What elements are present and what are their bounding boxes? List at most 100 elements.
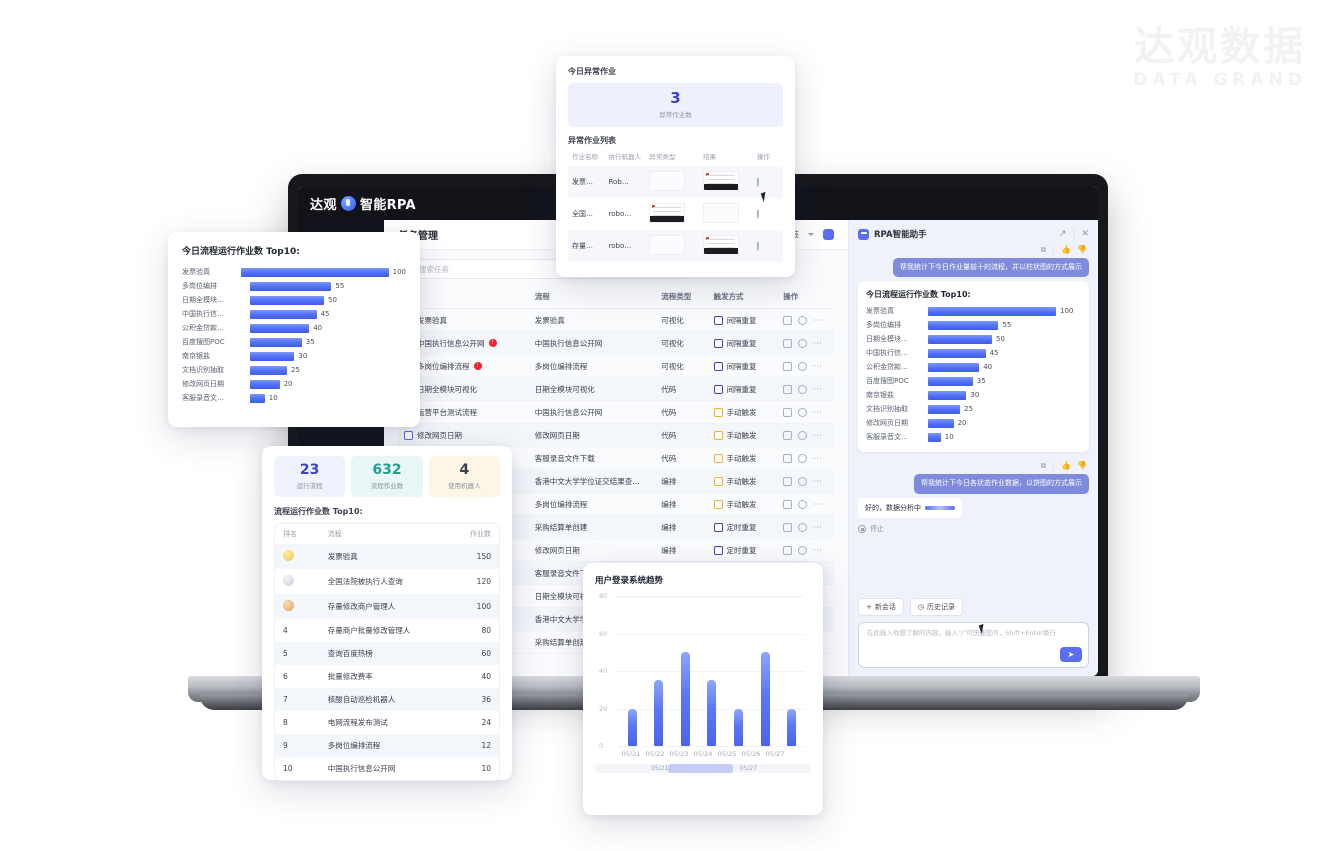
bar-row: 中国执行信… 45 (866, 348, 1081, 358)
list-item[interactable]: 5 查询百度热榜 60 (275, 641, 499, 665)
table-row[interactable]: 修改网页日期 修改网页日期 代码 手动触发 ··· (398, 423, 834, 447)
trigger-label: 手动触发 (726, 476, 757, 486)
list-item[interactable]: 发票验真 150 (275, 543, 499, 569)
info-icon[interactable] (798, 338, 808, 348)
column-bar[interactable] (627, 708, 637, 746)
more-icon[interactable]: ··· (813, 407, 823, 417)
screenshot-placeholder[interactable] (703, 203, 740, 223)
edit-icon[interactable] (783, 338, 793, 348)
table-row[interactable]: 多岗位编排流程! 多岗位编排流程 可视化 间隔重复 ··· (398, 354, 834, 378)
screenshot-thumbnail[interactable] (649, 203, 686, 223)
screenshot-placeholder[interactable] (649, 235, 686, 255)
list-item[interactable]: 8 电网流程发布测试 24 (275, 711, 499, 734)
col-ops: 操作 (777, 285, 834, 309)
info-icon[interactable] (798, 545, 808, 555)
chart-scrollbar[interactable]: 05/21 05/27 (595, 764, 811, 773)
info-icon[interactable] (798, 453, 808, 463)
bar-row: 日期全模块… 50 (866, 334, 1081, 344)
table-row[interactable]: 运营平台测试流程 中国执行信息公开网 代码 手动触发 ··· (398, 400, 834, 424)
more-icon[interactable]: ··· (813, 430, 823, 440)
info-icon[interactable] (756, 209, 759, 219)
edit-icon[interactable] (783, 453, 793, 463)
table-row[interactable]: 发票验真 发票验真 可视化 间隔重复 ··· (398, 308, 834, 332)
edit-icon[interactable] (783, 430, 793, 440)
list-item[interactable]: 4 存量商户批量修改管理人 80 (275, 619, 499, 642)
cell-flow: 中国执行信息公开网 (528, 331, 656, 355)
list-item[interactable]: 存量修改商户管理人 100 (275, 593, 499, 619)
new-chat-button[interactable]: + 新会话 (858, 598, 904, 616)
list-item[interactable]: 全国法院被执行人查询 120 (275, 569, 499, 594)
screenshot-placeholder[interactable] (649, 171, 686, 191)
info-icon[interactable] (798, 384, 808, 394)
stop-generation-button[interactable]: 停止 (858, 524, 1089, 534)
edit-icon[interactable] (783, 545, 793, 555)
edit-icon[interactable] (783, 407, 793, 417)
table-row[interactable]: 中国执行信息公开网! 中国执行信息公开网 可视化 间隔重复 ··· (398, 331, 834, 355)
bar-value: 20 (283, 380, 293, 388)
edit-icon[interactable] (783, 522, 793, 532)
column-bar[interactable] (680, 652, 690, 746)
info-icon[interactable] (798, 476, 808, 486)
bar-value: 55 (1002, 321, 1012, 330)
more-icon[interactable]: ··· (813, 384, 823, 394)
copy-icon[interactable]: ⧉ (1040, 461, 1047, 471)
history-button[interactable]: ◷ 历史记录 (909, 598, 963, 616)
column-bar[interactable] (654, 680, 664, 746)
list-item[interactable]: 10 中国执行信息公开网 10 (275, 757, 499, 780)
thumb-caption-bar (650, 216, 685, 222)
chat-header-actions: ↗ | ✕ (1058, 229, 1089, 239)
bar-track: 20 (250, 379, 406, 389)
table-row[interactable]: 发票… Rob… (568, 166, 783, 198)
close-icon[interactable]: ✕ (1081, 229, 1089, 239)
stat-number: 23 (299, 462, 320, 478)
list-item[interactable]: 9 多岗位编排流程 12 (275, 733, 499, 757)
info-icon[interactable] (798, 430, 808, 440)
more-icon[interactable]: ··· (813, 522, 823, 532)
info-icon[interactable] (798, 499, 808, 509)
edit-icon[interactable] (783, 499, 793, 509)
more-icon[interactable]: ··· (813, 476, 823, 486)
task-label: 运营平台测试流程 (417, 407, 477, 417)
edit-icon[interactable] (783, 384, 793, 394)
table-row[interactable]: 存量… robo… (568, 230, 783, 262)
notification-icon[interactable] (823, 229, 834, 240)
column-bar[interactable] (707, 680, 717, 746)
dislike-icon[interactable]: 👎 (1077, 245, 1087, 254)
more-icon[interactable]: ··· (813, 545, 823, 555)
info-icon[interactable] (756, 177, 759, 187)
thumb-caption-bar (704, 248, 739, 254)
column-bar[interactable] (734, 708, 744, 746)
table-row[interactable]: 日期全模块可视化 日期全模块可视化 代码 间隔重复 ··· (398, 377, 834, 401)
edit-icon[interactable] (783, 361, 793, 371)
info-icon[interactable] (798, 407, 808, 417)
expand-icon[interactable]: ↗ (1058, 229, 1067, 239)
scrollbar-thumb[interactable] (668, 764, 734, 773)
info-icon[interactable] (756, 241, 759, 251)
info-icon[interactable] (798, 361, 808, 371)
more-icon[interactable]: ··· (813, 361, 823, 371)
screenshot-thumbnail[interactable] (703, 235, 740, 255)
cell-process-name: 存量商户批量修改管理人 (327, 625, 411, 635)
more-icon[interactable]: ··· (813, 453, 823, 463)
info-icon[interactable] (798, 522, 808, 532)
copy-icon[interactable]: ⧉ (1040, 245, 1047, 254)
edit-icon[interactable] (783, 315, 793, 325)
dislike-icon[interactable]: 👎 (1077, 461, 1087, 471)
chat-composer[interactable]: 在此输入你想了解的内容，输入"/"可快速提问，Shift+Enter换行 ➤ (858, 622, 1089, 668)
y-axis-tick: 20 (599, 704, 608, 713)
like-icon[interactable]: 👍 (1061, 245, 1072, 254)
like-icon[interactable]: 👍 (1061, 461, 1072, 471)
more-icon[interactable]: ··· (813, 315, 823, 325)
list-item[interactable]: 6 批量修改费率 40 (275, 665, 499, 688)
screenshot-thumbnail[interactable] (703, 171, 740, 191)
table-row[interactable]: 全国… robo… (568, 198, 783, 230)
list-item[interactable]: 7 核酸自动巡检机器人 36 (275, 687, 499, 711)
edit-icon[interactable] (783, 476, 793, 486)
more-icon[interactable]: ··· (813, 499, 823, 509)
column-bar[interactable] (760, 652, 770, 746)
column-bar[interactable] (787, 708, 797, 746)
chevron-down-icon[interactable] (808, 233, 814, 236)
send-button[interactable]: ➤ (1060, 647, 1082, 662)
info-icon[interactable] (798, 315, 808, 325)
more-icon[interactable]: ··· (813, 338, 823, 348)
